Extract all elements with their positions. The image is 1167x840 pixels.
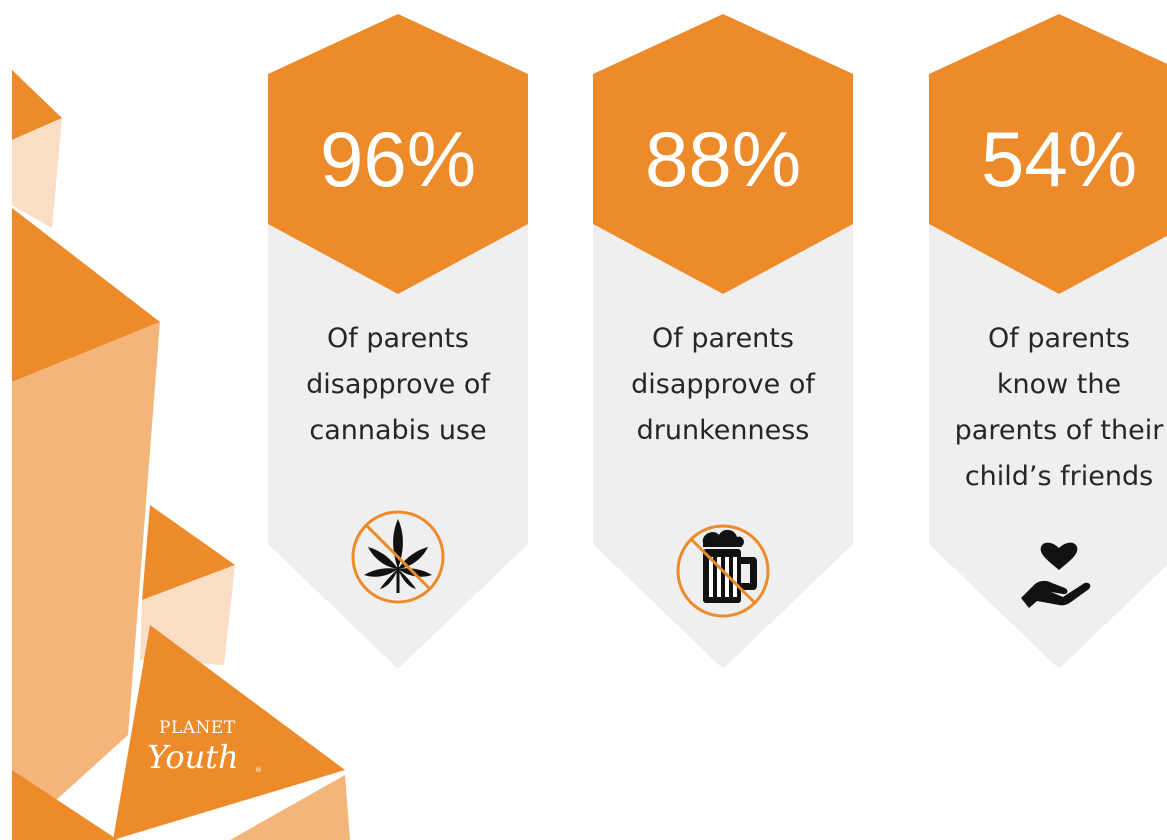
logo-registered-mark: ® xyxy=(255,766,262,774)
stat-description-line: disapprove of xyxy=(306,369,490,400)
card-shape xyxy=(268,14,528,669)
heart-in-hand-icon xyxy=(1021,542,1091,608)
stat-description-line: Of parents xyxy=(988,323,1130,354)
stat-description: Of parents know the parents of their chi… xyxy=(919,316,1167,500)
stat-description-line: know the xyxy=(996,369,1122,400)
stat-description-line: Of parents xyxy=(327,323,469,354)
no-beer-icon xyxy=(676,524,770,618)
stat-card-cannabis: 96% Of parents disapprove of cannabis us… xyxy=(268,14,528,669)
stat-description-line: parents of their xyxy=(954,415,1164,446)
stat-value: 96% xyxy=(319,115,477,203)
stat-card-drunkenness: 88% Of parents disapprove of drunkenness xyxy=(593,14,853,669)
logo-main-text: Youth xyxy=(147,738,239,776)
stat-description: Of parents disapprove of drunkenness xyxy=(583,316,863,454)
card-shape xyxy=(929,14,1167,669)
stat-description-line: drunkenness xyxy=(636,415,810,446)
stat-description-line: Of parents xyxy=(652,323,794,354)
stat-description-line: cannabis use xyxy=(309,415,487,446)
logo-top-text: PLANET xyxy=(159,718,236,738)
card-shape xyxy=(593,14,853,669)
stat-value: 54% xyxy=(980,115,1138,203)
stat-description-line: child’s friends xyxy=(964,461,1154,492)
planet-youth-logo: PLANET Youth ® xyxy=(145,716,265,806)
decorative-triangle-pattern xyxy=(0,0,350,840)
stat-card-know-parents: 54% Of parents know the parents of their… xyxy=(929,14,1167,669)
stat-description-line: disapprove of xyxy=(631,369,815,400)
no-cannabis-icon xyxy=(351,510,445,604)
stat-value: 88% xyxy=(644,115,802,203)
stat-description: Of parents disapprove of cannabis use xyxy=(258,316,538,454)
